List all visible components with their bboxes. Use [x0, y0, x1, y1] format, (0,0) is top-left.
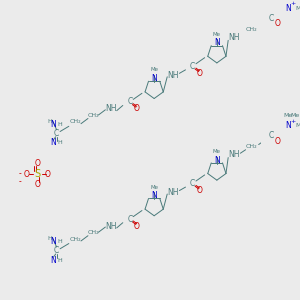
Text: N: N	[151, 74, 157, 83]
Text: N: N	[214, 156, 220, 165]
Text: O: O	[23, 169, 29, 178]
Text: NH: NH	[105, 222, 116, 231]
Text: N: N	[50, 120, 56, 129]
Text: C: C	[54, 246, 59, 255]
Text: C: C	[268, 14, 274, 23]
Text: H: H	[58, 258, 62, 262]
Text: N: N	[50, 237, 56, 246]
Text: CH₂: CH₂	[70, 119, 82, 124]
Text: Me: Me	[291, 112, 300, 118]
Text: NH: NH	[229, 33, 240, 42]
Text: O: O	[196, 186, 202, 195]
Text: NH: NH	[168, 188, 179, 197]
Text: Me: Me	[213, 149, 221, 154]
Text: N: N	[50, 256, 56, 265]
Text: +: +	[290, 118, 295, 124]
Text: O: O	[196, 69, 202, 78]
Text: NH: NH	[229, 151, 240, 160]
Text: CH₂: CH₂	[246, 26, 257, 32]
Text: O: O	[275, 136, 281, 146]
Text: Me: Me	[295, 6, 300, 11]
Text: N: N	[285, 121, 291, 130]
Text: O: O	[134, 222, 140, 231]
Text: H: H	[47, 236, 52, 241]
Text: C: C	[190, 62, 195, 71]
Text: H: H	[58, 140, 62, 145]
Text: Me: Me	[150, 68, 158, 72]
Text: -: -	[19, 169, 21, 178]
Text: Me: Me	[150, 184, 158, 190]
Text: NH: NH	[105, 104, 116, 113]
Text: O: O	[45, 169, 51, 178]
Text: -: -	[19, 177, 21, 186]
Text: Me: Me	[295, 123, 300, 128]
Text: C: C	[268, 131, 274, 140]
Text: +: +	[290, 2, 295, 6]
Text: C: C	[127, 215, 132, 224]
Text: O: O	[275, 19, 281, 28]
Text: Me: Me	[284, 112, 293, 118]
Text: C: C	[127, 98, 132, 106]
Text: H: H	[58, 122, 62, 127]
Text: O: O	[34, 180, 40, 189]
Text: N: N	[151, 191, 157, 200]
Text: N: N	[214, 38, 220, 47]
Text: C: C	[54, 129, 59, 138]
Text: CH₂: CH₂	[87, 112, 99, 118]
Text: O: O	[134, 104, 140, 113]
Text: CH₂: CH₂	[246, 144, 257, 149]
Text: NH: NH	[168, 70, 179, 80]
Text: H: H	[58, 239, 62, 244]
Text: Me: Me	[213, 32, 221, 37]
Text: CH₂: CH₂	[87, 230, 99, 235]
Text: N: N	[285, 4, 291, 13]
Text: CH₂: CH₂	[70, 237, 82, 242]
Text: C: C	[190, 179, 195, 188]
Text: O: O	[34, 159, 40, 168]
Text: N: N	[50, 138, 56, 147]
Text: H: H	[47, 118, 52, 124]
Text: S: S	[34, 169, 40, 179]
